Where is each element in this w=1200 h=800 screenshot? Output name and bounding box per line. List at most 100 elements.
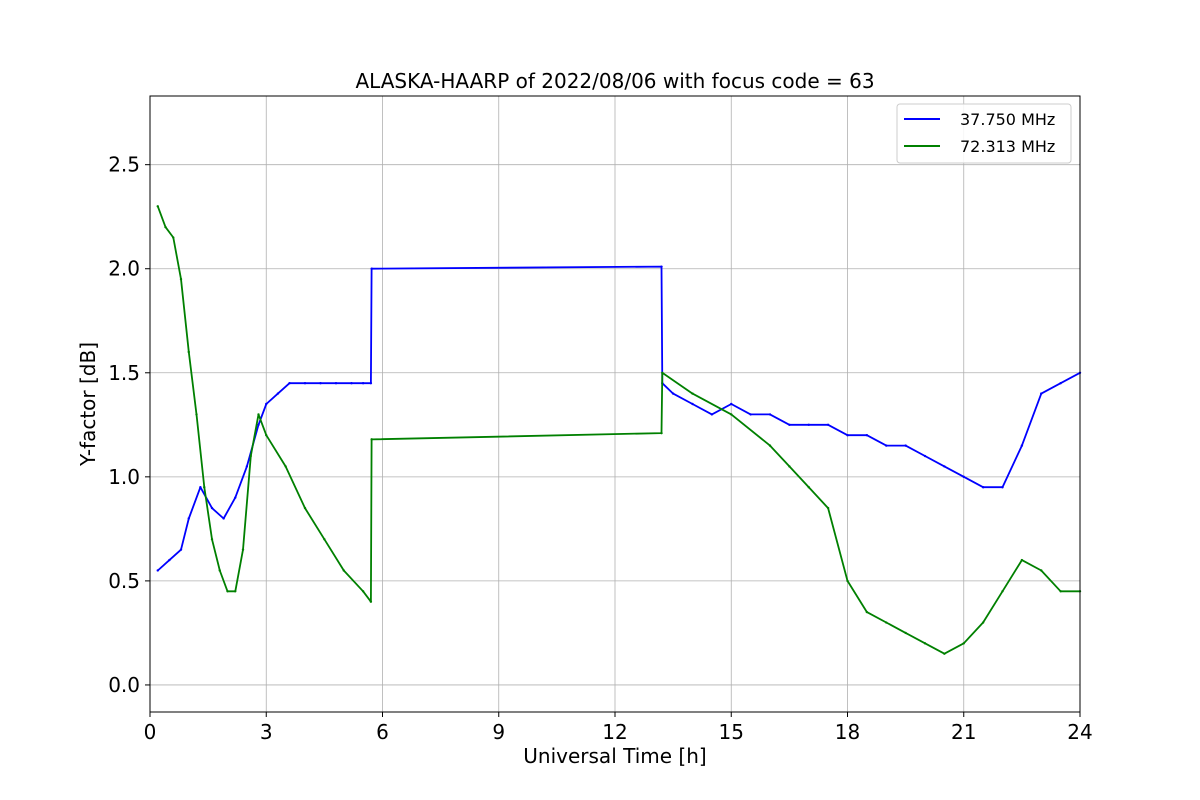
series-0-point — [187, 517, 190, 520]
series-0-point — [671, 392, 675, 395]
series-1-point — [179, 277, 183, 281]
series-1-point — [241, 548, 245, 551]
series-1-point — [962, 642, 965, 645]
series-1-point — [904, 631, 907, 635]
y-tick-label: 1.0 — [108, 465, 140, 489]
series-0-point — [156, 569, 159, 572]
series-1-point — [195, 413, 198, 416]
series-layer — [156, 205, 1082, 655]
series-1-point — [226, 590, 229, 593]
series-1-point — [303, 506, 307, 510]
chart-title: ALASKA-HAARP of 2022/08/06 with focus co… — [355, 69, 874, 93]
legend: 37.750 MHz 72.313 MHz — [896, 103, 1072, 164]
series-0-point — [257, 423, 260, 427]
series-1-point — [807, 486, 810, 489]
series-0-point — [710, 413, 714, 416]
series-0-point — [288, 381, 291, 385]
series-0-point — [222, 517, 225, 520]
series-1-point — [943, 652, 946, 655]
series-0-point — [885, 444, 888, 447]
y-ticks: 0.0 0.5 1.0 1.5 2.0 2.5 — [108, 153, 150, 697]
series-0-point — [865, 434, 869, 437]
series-0-point — [319, 381, 322, 385]
series-0-point — [361, 381, 365, 385]
series-1-point — [164, 225, 167, 229]
series-1-point — [788, 465, 791, 468]
x-tick-label: 6 — [376, 720, 389, 744]
series-1-point — [369, 600, 373, 603]
series-0-point — [370, 267, 373, 270]
series-0-point — [691, 402, 694, 406]
series-1-point — [1001, 590, 1004, 593]
series-0-point — [923, 454, 927, 458]
series-1-point — [249, 454, 252, 458]
x-tick-label: 18 — [835, 720, 860, 744]
series-1-point — [885, 621, 888, 624]
series-0-point — [369, 381, 373, 385]
series-line-0 — [157, 265, 1081, 572]
series-0-point — [168, 558, 171, 562]
series-0-point — [276, 392, 280, 395]
series-0-point — [749, 413, 752, 416]
series-0-point — [660, 265, 663, 268]
x-tick-label: 24 — [1067, 720, 1092, 744]
y-tick-label: 0.5 — [108, 569, 140, 593]
series-1-point — [210, 538, 214, 541]
series-0-point — [788, 423, 791, 427]
x-tick-label: 9 — [492, 720, 505, 744]
series-0-point — [730, 402, 733, 406]
series-1-point — [361, 590, 365, 593]
legend-label-37750: 37.750 MHz — [960, 110, 1055, 129]
series-1-point — [691, 392, 694, 395]
legend-box — [896, 103, 1072, 164]
series-1-point — [730, 413, 733, 416]
legend-label-72313: 72.313 MHz — [960, 137, 1055, 156]
series-1-point — [1040, 569, 1043, 572]
y-tick-label: 1.5 — [108, 361, 140, 385]
series-1-point — [1020, 558, 1024, 562]
x-axis-label: Universal Time [h] — [523, 744, 706, 768]
series-0-point — [846, 434, 849, 437]
series-1-point — [846, 579, 849, 583]
series-1-point — [323, 538, 326, 541]
series-1-point — [284, 465, 287, 468]
series-0-point — [265, 402, 268, 406]
x-tick-label: 12 — [602, 720, 627, 744]
series-0-point — [199, 486, 202, 489]
series-0-point — [245, 465, 249, 468]
series-1-point — [265, 434, 268, 437]
series-1-point — [826, 506, 830, 510]
series-0-point — [303, 381, 307, 385]
series-0-point — [1020, 444, 1024, 447]
series-0-point — [943, 465, 946, 468]
series-1-point — [1059, 590, 1062, 593]
series-0-point — [334, 381, 338, 385]
series-0-point — [807, 423, 810, 427]
x-tick-label: 15 — [719, 720, 744, 744]
series-1-point — [342, 569, 345, 572]
series-0-point — [826, 423, 830, 427]
series-0-point — [904, 444, 907, 447]
series-0-point — [350, 381, 353, 385]
series-0-point — [1040, 392, 1043, 395]
series-1-point — [661, 371, 664, 374]
series-1-point — [234, 590, 237, 593]
series-1-point — [660, 431, 663, 435]
x-ticks: 0 3 6 9 12 15 18 21 24 — [144, 712, 1093, 744]
grid — [149, 96, 1081, 712]
x-tick-label: 21 — [951, 720, 976, 744]
y-tick-label: 0.0 — [108, 673, 140, 697]
series-1-point — [218, 569, 221, 572]
series-0-point — [210, 506, 214, 510]
series-1-point — [172, 236, 175, 239]
x-tick-label: 0 — [144, 720, 157, 744]
series-1-point — [768, 444, 772, 447]
series-line-1 — [156, 205, 1080, 655]
series-0-point — [1059, 381, 1062, 385]
series-0-point — [1001, 486, 1004, 489]
series-1-point — [865, 610, 869, 614]
series-0-point — [768, 413, 772, 416]
series-0-point — [179, 548, 183, 551]
series-1-point — [203, 486, 206, 489]
